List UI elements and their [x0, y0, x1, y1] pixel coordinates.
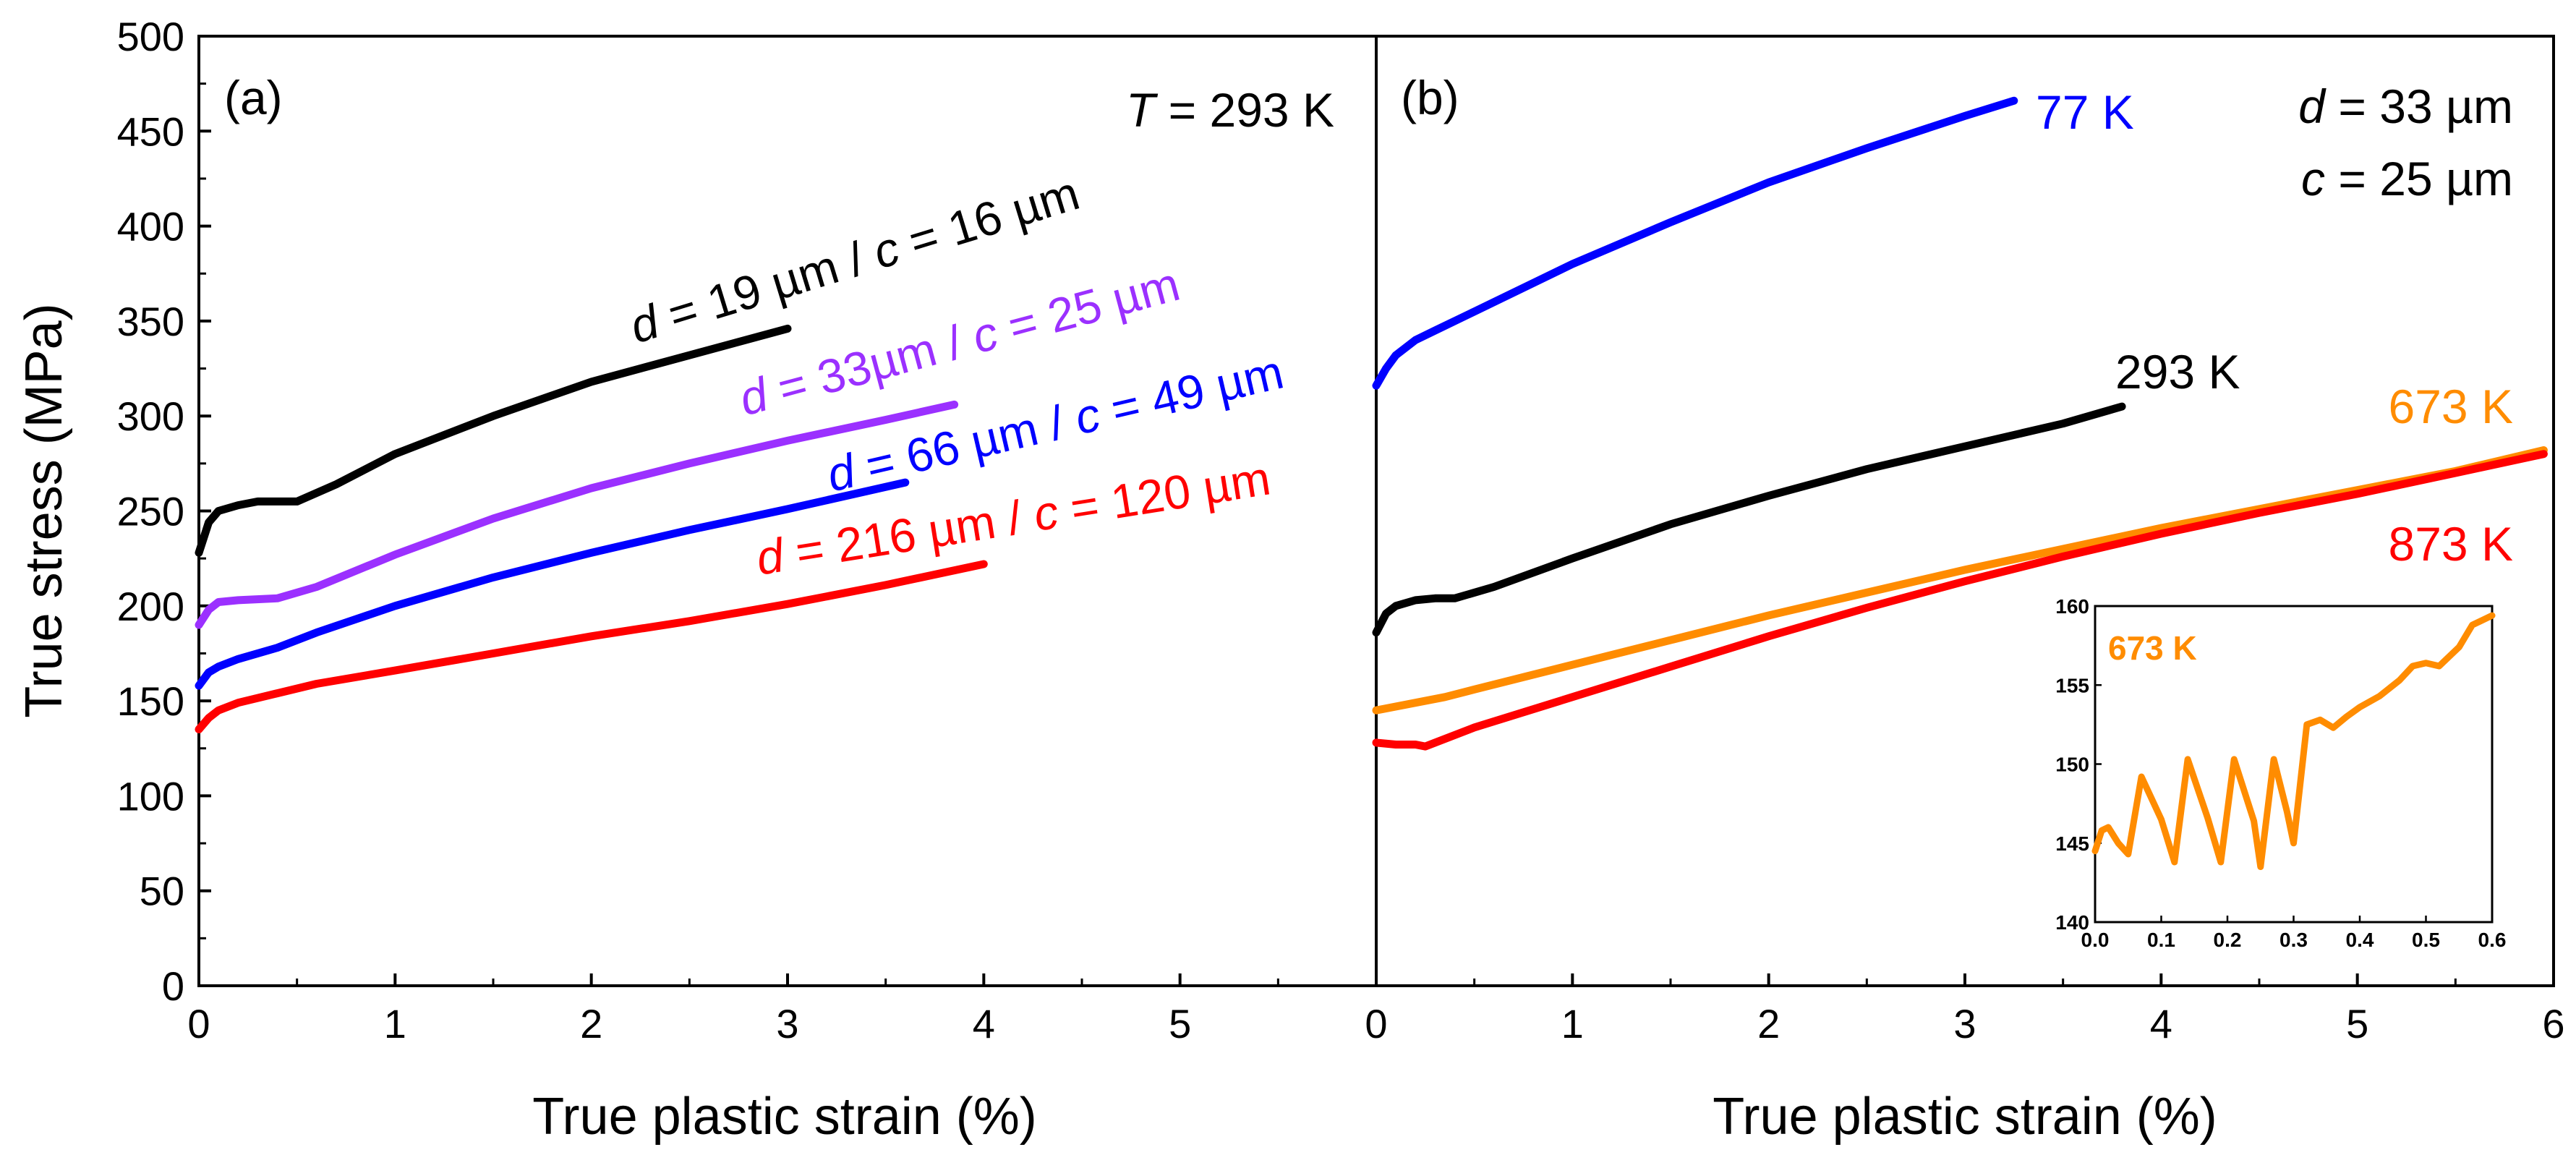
x-tick-label-a: 5 — [1169, 1001, 1191, 1046]
x-tick-label-a: 4 — [973, 1001, 995, 1046]
y-tick-label: 150 — [117, 678, 184, 724]
inset-x-tick-label: 0.1 — [2147, 929, 2175, 951]
inset-label-673k: 673 K — [2108, 629, 2197, 667]
x-tick-label-b: 6 — [2542, 1001, 2564, 1046]
x-tick-label-a: 0 — [187, 1001, 210, 1046]
inset-x-tick-label: 0.6 — [2478, 929, 2507, 951]
y-tick-label: 450 — [117, 108, 184, 154]
inset-x-tick-label: 0.3 — [2279, 929, 2308, 951]
inset-y-tick-label: 140 — [2055, 911, 2089, 934]
series-line-a-3 — [195, 560, 988, 733]
lines-layer — [195, 96, 2548, 751]
inset-x-tick-label: 0.5 — [2412, 929, 2440, 951]
label-873k: 873 K — [2389, 517, 2513, 571]
y-tick-label: 0 — [162, 963, 184, 1009]
y-tick-label: 350 — [117, 299, 184, 344]
panel-b-label: (b) — [1401, 71, 1459, 124]
y-tick-label: 50 — [140, 869, 184, 914]
y-tick-label: 500 — [117, 14, 184, 59]
series-line-a-0 — [195, 324, 792, 557]
x-tick-label-b: 5 — [2346, 1001, 2368, 1046]
y-tick-label: 300 — [117, 393, 184, 439]
series-line-a-1 — [195, 400, 959, 629]
y-tick-label: 200 — [117, 584, 184, 629]
y-axis-title: True stress (MPa) — [15, 303, 73, 717]
label-77k: 77 K — [2036, 85, 2134, 139]
y-tick-label: 250 — [117, 489, 184, 534]
x-tick-label-a: 2 — [580, 1001, 602, 1046]
cell-size-label: c = 25 µm — [2301, 152, 2513, 205]
series-line-b-0 — [1372, 96, 2018, 390]
y-tick-label: 400 — [117, 204, 184, 250]
x-tick-label-b: 2 — [1757, 1001, 1780, 1046]
x-tick-label-a: 1 — [384, 1001, 406, 1046]
grain-size-label: d = 33 µm — [2298, 80, 2513, 133]
series-line-b-3 — [1372, 450, 2548, 751]
panel-a-label: (a) — [224, 71, 283, 124]
series-line-a-2 — [195, 478, 910, 690]
temperature-label: T = 293 K — [1126, 83, 1334, 137]
inset-x-tick-label: 0.2 — [2214, 929, 2242, 951]
inset-series-line — [2091, 612, 2496, 870]
inset-y-tick-label: 145 — [2055, 832, 2089, 855]
x-tick-label-b: 1 — [1561, 1001, 1584, 1046]
x-tick-label-b: 0 — [1365, 1001, 1387, 1046]
label-293k: 293 K — [2115, 345, 2240, 398]
inset-y-tick-label: 160 — [2055, 595, 2089, 618]
inset-x-tick-label: 0.4 — [2346, 929, 2374, 951]
x-axis-title-b: True plastic strain (%) — [1713, 1088, 2217, 1146]
inset-x-tick-label: 0.0 — [2081, 929, 2110, 951]
x-tick-label-b: 4 — [2150, 1001, 2172, 1046]
inset-y-tick-label: 150 — [2055, 754, 2089, 776]
y-tick-label: 100 — [117, 773, 184, 819]
series-line-b-1 — [1372, 402, 2126, 637]
inset-frame — [2094, 605, 2494, 924]
inset-layer: 0.0 0.1 0.2 0.3 0.4 0.5 0.6 140 145 150 155 160 — [2055, 595, 2506, 951]
x-tick-label-b: 3 — [1953, 1001, 1976, 1046]
x-axis-title-a: True plastic strain (%) — [532, 1088, 1037, 1146]
inset-y-tick-label: 155 — [2055, 674, 2089, 696]
x-tick-label-a: 3 — [776, 1001, 798, 1046]
label-673k: 673 K — [2389, 380, 2513, 433]
